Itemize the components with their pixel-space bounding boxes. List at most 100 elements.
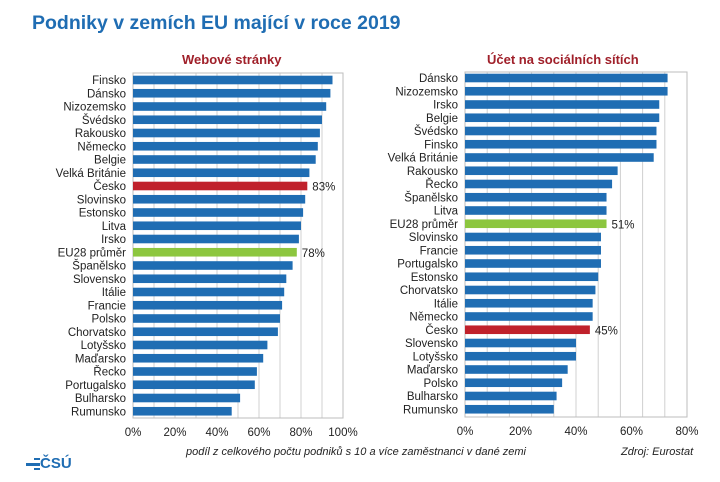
bar <box>465 206 607 215</box>
bar <box>465 351 576 361</box>
bar <box>465 126 657 136</box>
category-label: Litva <box>434 206 459 218</box>
category-label: Německo <box>77 141 126 153</box>
bar <box>465 245 601 255</box>
x-tick-label: 0% <box>125 427 142 439</box>
category-label: Velká Británie <box>56 168 126 180</box>
category-label: Estonsko <box>79 208 126 220</box>
category-label: Itálie <box>434 298 458 310</box>
bar <box>133 75 333 85</box>
category-label: Slovensko <box>405 338 458 350</box>
bar <box>465 100 660 109</box>
category-label: Itálie <box>102 287 126 299</box>
category-label: Francie <box>420 245 458 257</box>
bar <box>465 86 668 96</box>
chart-title-social: Účet na sociálních sítích <box>487 52 639 67</box>
bar <box>133 367 257 376</box>
category-label: Rumunsko <box>71 406 126 418</box>
category-label: Francie <box>88 300 126 312</box>
bar <box>133 300 283 310</box>
bar <box>133 208 304 217</box>
bar <box>465 338 576 348</box>
bar <box>465 285 596 295</box>
bar <box>465 298 593 308</box>
category-label: Švédsko <box>82 114 126 127</box>
category-label: Slovensko <box>73 274 126 286</box>
bar <box>133 261 293 270</box>
x-tick-label: 100% <box>328 427 357 439</box>
bar <box>465 391 557 401</box>
bar <box>465 219 607 229</box>
x-tick-label: 20% <box>163 427 186 439</box>
category-label: Švédsko <box>414 125 458 138</box>
category-label: Irsko <box>433 100 458 112</box>
category-label: Litva <box>102 221 127 233</box>
category-label: Dánsko <box>87 88 126 100</box>
x-tick-label: 0% <box>457 426 474 438</box>
bar <box>133 194 306 204</box>
category-label: Portugalsko <box>65 380 126 392</box>
category-label: Bulharsko <box>75 393 126 405</box>
chart-title-websites: Webové stránky <box>182 52 282 67</box>
category-label: Řecko <box>425 178 458 191</box>
bar <box>465 73 668 83</box>
category-label: Maďarsko <box>75 353 126 365</box>
category-label: Lotyšsko <box>413 351 458 363</box>
category-label: Rumunsko <box>403 404 458 416</box>
category-label: Chorvatsko <box>68 327 126 339</box>
plot-area <box>464 71 688 418</box>
bar <box>133 380 255 390</box>
x-tick-label: 60% <box>620 426 643 438</box>
bar <box>465 365 568 374</box>
category-label: Dánsko <box>419 73 458 85</box>
logo-text: ČSÚ <box>40 455 72 472</box>
bar <box>133 181 308 191</box>
category-label: Slovinsko <box>77 194 126 206</box>
plot-area <box>132 72 344 419</box>
page-title: Podniky v zemích EU mající v roce 2019 <box>32 12 401 34</box>
data-label: 78% <box>302 248 325 260</box>
footnote: podíl z celkového počtu podniků s 10 a v… <box>186 446 526 458</box>
category-label: Polsko <box>91 314 126 326</box>
bar <box>133 115 322 125</box>
x-tick-label: 20% <box>509 426 532 438</box>
category-label: Portugalsko <box>397 259 458 271</box>
category-label: Španělsko <box>72 260 126 273</box>
x-tick-label: 40% <box>564 426 587 438</box>
category-label: Slovinsko <box>409 232 458 244</box>
bar <box>133 88 331 98</box>
bar <box>465 192 607 202</box>
category-label: Česko <box>425 324 458 337</box>
category-label: Rakousko <box>407 166 458 178</box>
category-label: EU28 průměr <box>390 219 459 231</box>
category-label: Estonsko <box>411 272 458 284</box>
category-label: Bulharsko <box>407 391 458 403</box>
bar <box>465 378 563 388</box>
data-label: 45% <box>595 325 618 337</box>
category-label: Belgie <box>426 113 458 125</box>
bar <box>465 272 599 282</box>
category-label: Nizozemsko <box>395 86 458 98</box>
bar <box>133 155 316 164</box>
x-tick-label: 40% <box>205 427 228 439</box>
category-label: Velká Británie <box>388 153 458 165</box>
bar <box>465 325 590 335</box>
bar <box>465 153 654 162</box>
bar <box>133 141 318 151</box>
bar <box>133 353 264 363</box>
csu-logo-icon <box>26 458 40 470</box>
category-label: Belgie <box>94 155 126 167</box>
category-label: Nizozemsko <box>63 102 126 114</box>
bar <box>465 139 657 149</box>
bar <box>465 312 593 321</box>
bar <box>465 232 601 242</box>
category-label: Česko <box>93 180 126 193</box>
category-label: Španělsko <box>404 191 458 204</box>
bar <box>133 221 301 231</box>
category-label: Řecko <box>93 366 126 379</box>
bar <box>133 102 327 111</box>
category-label: Finsko <box>424 139 458 151</box>
source-note: Zdroj: Eurostat <box>621 446 694 458</box>
